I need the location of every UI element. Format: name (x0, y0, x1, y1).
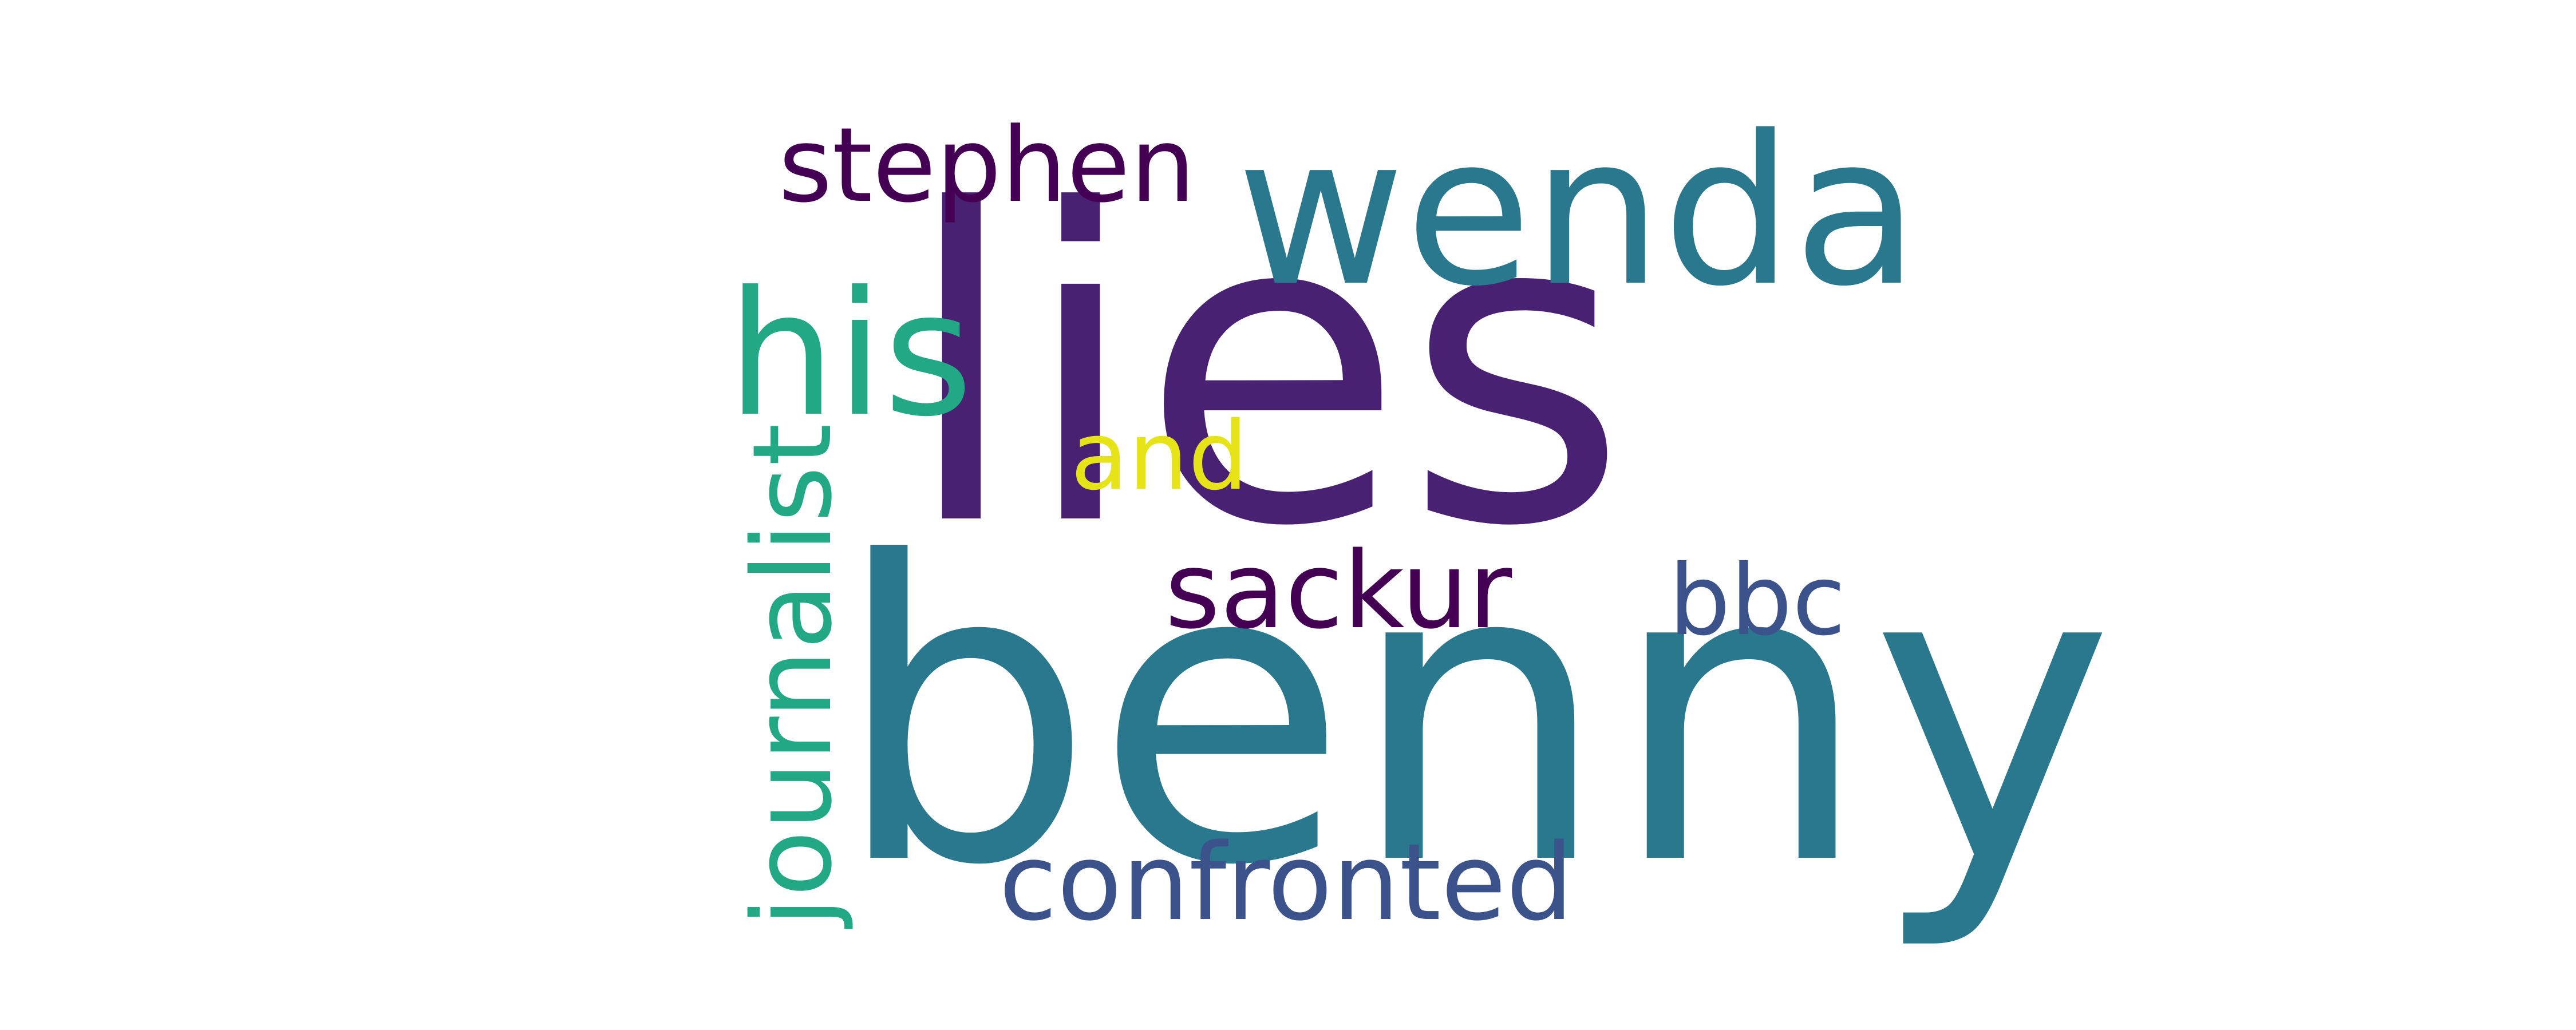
word-bbc: bbc (1669, 544, 1846, 657)
word-confronted: confronted (999, 821, 1574, 944)
word-benny: benny (833, 476, 2115, 955)
word-journalist: journalist (729, 423, 856, 927)
word-his: his (727, 255, 973, 454)
word-lies: lies (902, 120, 1628, 620)
word-and: and (1070, 401, 1249, 511)
word-wenda: wenda (1236, 92, 1920, 331)
word-sackur: sackur (1165, 529, 1512, 652)
word-stephen: stephen (779, 106, 1196, 225)
